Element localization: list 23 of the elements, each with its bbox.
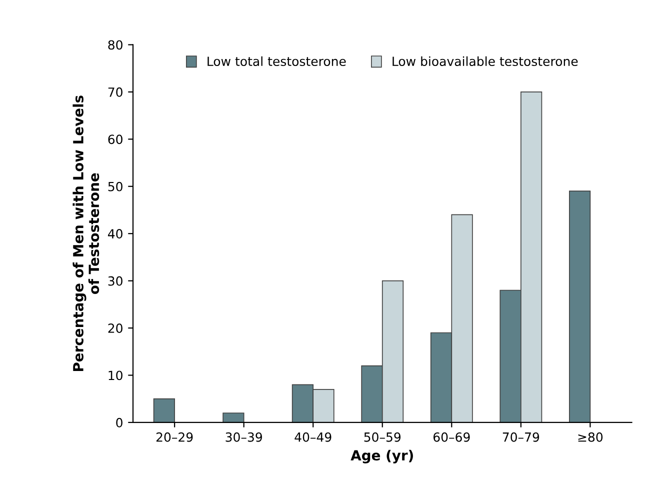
y-tick-label: 0	[116, 418, 122, 428]
y-axis-title: Percentage of Men with Low Levels of Testosterone	[72, 96, 100, 371]
x-tick-label: 20–29	[156, 432, 193, 442]
x-tick-label: 40–49	[294, 432, 332, 442]
bar	[153, 398, 175, 422]
y-tick-label: 70	[108, 87, 122, 97]
bar	[222, 412, 244, 422]
y-tick-label: 80	[108, 40, 122, 50]
legend-label: Low bioavailable testosterone	[392, 56, 578, 66]
x-tick-label: 50–59	[364, 432, 401, 442]
x-tick-label: ≥80	[578, 432, 603, 442]
x-tick-label: 70–79	[502, 432, 540, 442]
y-tick-label: 30	[108, 276, 122, 286]
y-tick-label: 10	[108, 370, 122, 380]
bar	[568, 190, 591, 422]
y-tick-label: 60	[108, 134, 122, 144]
y-tick-label: 50	[108, 182, 122, 192]
y-tick-label: 20	[108, 323, 122, 333]
legend-label: Low total testosterone	[208, 56, 346, 66]
x-axis-title: Age (yr)	[350, 450, 413, 464]
y-tick-label: 40	[108, 229, 122, 239]
x-tick-label: 30–39	[226, 432, 262, 442]
x-tick-label: 60–69	[433, 432, 470, 442]
